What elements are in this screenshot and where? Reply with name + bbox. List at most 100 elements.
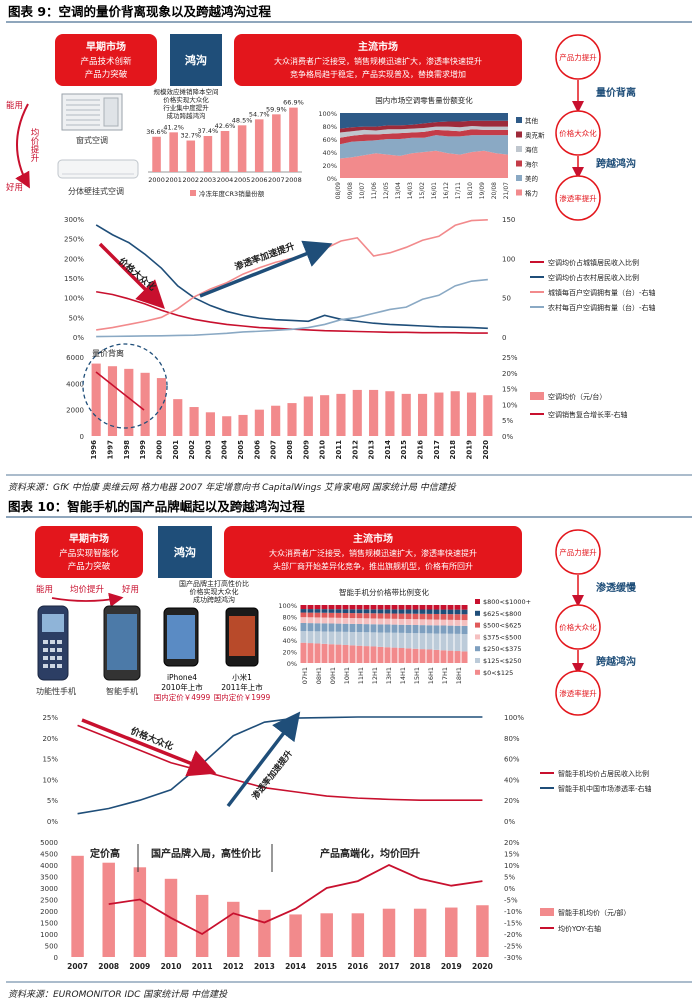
cr3-bar: [152, 136, 161, 172]
seg-bar-part: [300, 642, 307, 663]
seg-bar-part: [391, 624, 398, 633]
phone-price-bar: [445, 907, 458, 957]
seg-bar-part: [377, 618, 384, 625]
phone-price-chart: 0 500 1000 1500 2000 2500 3000 3500 4000 4500 5000…: [40, 839, 630, 971]
y-left-tick: 3500: [40, 874, 58, 882]
seg-bar-part: [447, 625, 454, 634]
seg-bar-part: [328, 605, 335, 610]
share-x-tick: 20/08: [491, 182, 498, 199]
legend-swatch: [540, 908, 554, 916]
seg-bar-part: [349, 609, 356, 614]
seg-y-tick: 40%: [283, 637, 297, 645]
iphone-price: 国内定价￥4999: [154, 692, 211, 702]
phone-price-bar: [382, 908, 396, 957]
share-area-series: [340, 120, 508, 133]
seg-bar-part: [363, 618, 370, 625]
mi1-icon: [225, 607, 259, 667]
line-series: [96, 218, 488, 331]
seg-bar-part: [377, 646, 384, 663]
share-x-tick: 10/07: [359, 182, 366, 199]
fig10-mainstream-line2: 头部厂商开始差异化竞争，推出旗舰机型，价格有所回升: [273, 561, 473, 571]
phase-label: 国产品牌入局，高性价比: [151, 847, 261, 860]
seg-bar-part: [398, 609, 405, 614]
seg-x-tick: 17H1: [441, 667, 449, 684]
phone-price-bar: [476, 905, 489, 957]
seg-bar-part: [426, 633, 433, 650]
seg-x-tick: 11H1: [357, 667, 365, 684]
seg-bar-part: [370, 613, 377, 619]
cr3-tick-label: 2003: [200, 176, 217, 184]
seg-bar-part: [398, 613, 405, 619]
fig10-mainstream-line1: 大众消费者广泛接受，销售规模迅速扩大，渗透率快速提升: [269, 548, 477, 558]
share-legend-label: 海尔: [525, 160, 539, 169]
seg-bar-part: [419, 649, 426, 663]
seg-bar-part: [426, 605, 433, 610]
x-tick: 2017: [379, 962, 400, 971]
iphone-year: 2010年上市: [161, 682, 203, 692]
y-right-tick: -5%: [504, 897, 518, 905]
seg-bar-part: [461, 634, 468, 652]
share-title: 国内市场空调零售量份额变化: [375, 95, 473, 105]
seg-bar-part: [461, 625, 468, 634]
penetration-arrow: [226, 711, 301, 808]
seg-bar-part: [454, 605, 461, 610]
fig9-flow-l2: 跨越鸿沟: [596, 157, 636, 170]
cr3-bar: [289, 107, 298, 172]
fig10-title: 图表 10：智能手机的国产品牌崛起以及跨越鸿沟过程: [8, 499, 305, 514]
seg-bar-part: [307, 631, 314, 644]
seg-bar-part: [426, 625, 433, 634]
share-legend-swatch: [516, 175, 522, 181]
seg-bar-part: [377, 605, 384, 610]
share-x-tick: 08/09: [335, 182, 342, 199]
phone-price-bar: [320, 913, 333, 957]
x-tick: 2014: [384, 440, 392, 460]
seg-bar-part: [335, 644, 342, 663]
y-left-tick: 2000: [66, 407, 84, 415]
fig10-flow-n2: 价格大众化: [559, 622, 597, 632]
y-right-tick: 20%: [504, 797, 520, 805]
cr3-bar: [220, 130, 230, 172]
phone-price-bar: [351, 913, 365, 957]
seg-bar-part: [363, 624, 370, 633]
x-tick: 1998: [123, 440, 131, 460]
seg-bar-part: [433, 633, 440, 650]
seg-bar-part: [405, 609, 412, 614]
fig9-flow-node1: [555, 34, 601, 80]
seg-bar-part: [321, 643, 328, 663]
y-right-tick: -15%: [504, 920, 522, 928]
seg-bar-part: [412, 619, 419, 625]
seg-y-tick: 0%: [287, 660, 297, 668]
cr3-data-label: 32.7%: [180, 132, 201, 140]
seg-bar-part: [454, 625, 461, 634]
fig9-chasm: 鸿沟: [185, 53, 207, 67]
seg-bar-part: [321, 605, 328, 610]
fig9-side-middle: 均价提升: [29, 127, 39, 163]
fig9-flow: 产品力提升 量价背离 价格大众化 跨越鸿沟 渗透率提升: [555, 34, 636, 221]
x-tick: 2019: [441, 962, 462, 971]
fig9-mainstream-title: 主流市场: [358, 40, 398, 53]
share-area-series: [340, 150, 508, 178]
seg-bar-part: [363, 646, 370, 663]
y-left-tick: 200%: [64, 255, 84, 263]
share-x-tick: 16/01: [431, 182, 438, 199]
legend-label: 空调均价（元/台）: [548, 392, 606, 401]
seg-bar-part: [377, 613, 384, 619]
y-left-tick: 1000: [40, 931, 58, 939]
ac-price-chart: 0 2000 4000 6000 0% 5% 10% 15% 20% 25% 1996 1997 199…: [66, 343, 628, 460]
share-x-tick: 16/12: [443, 182, 450, 199]
seg-bar-part: [370, 605, 377, 610]
y-right-tick: 5%: [502, 417, 513, 425]
legend-label: 智能手机中国市场渗透率-右轴: [558, 784, 652, 793]
share-legend-label: 海信: [525, 145, 539, 154]
seg-bar-part: [314, 605, 321, 610]
seg-bar-part: [440, 633, 447, 651]
fig9-side-arrow: [15, 103, 30, 189]
fig10-chasm-box: [158, 526, 212, 578]
phone-price-bar: [258, 909, 271, 957]
seg-bar-part: [328, 631, 335, 645]
seg-bar-part: [391, 605, 398, 610]
y-left-tick: 4000: [66, 380, 84, 388]
share-legend-label: 其他: [525, 116, 539, 125]
y-left-tick: 4500: [40, 851, 58, 859]
share-legend-label: 美的: [525, 174, 539, 183]
